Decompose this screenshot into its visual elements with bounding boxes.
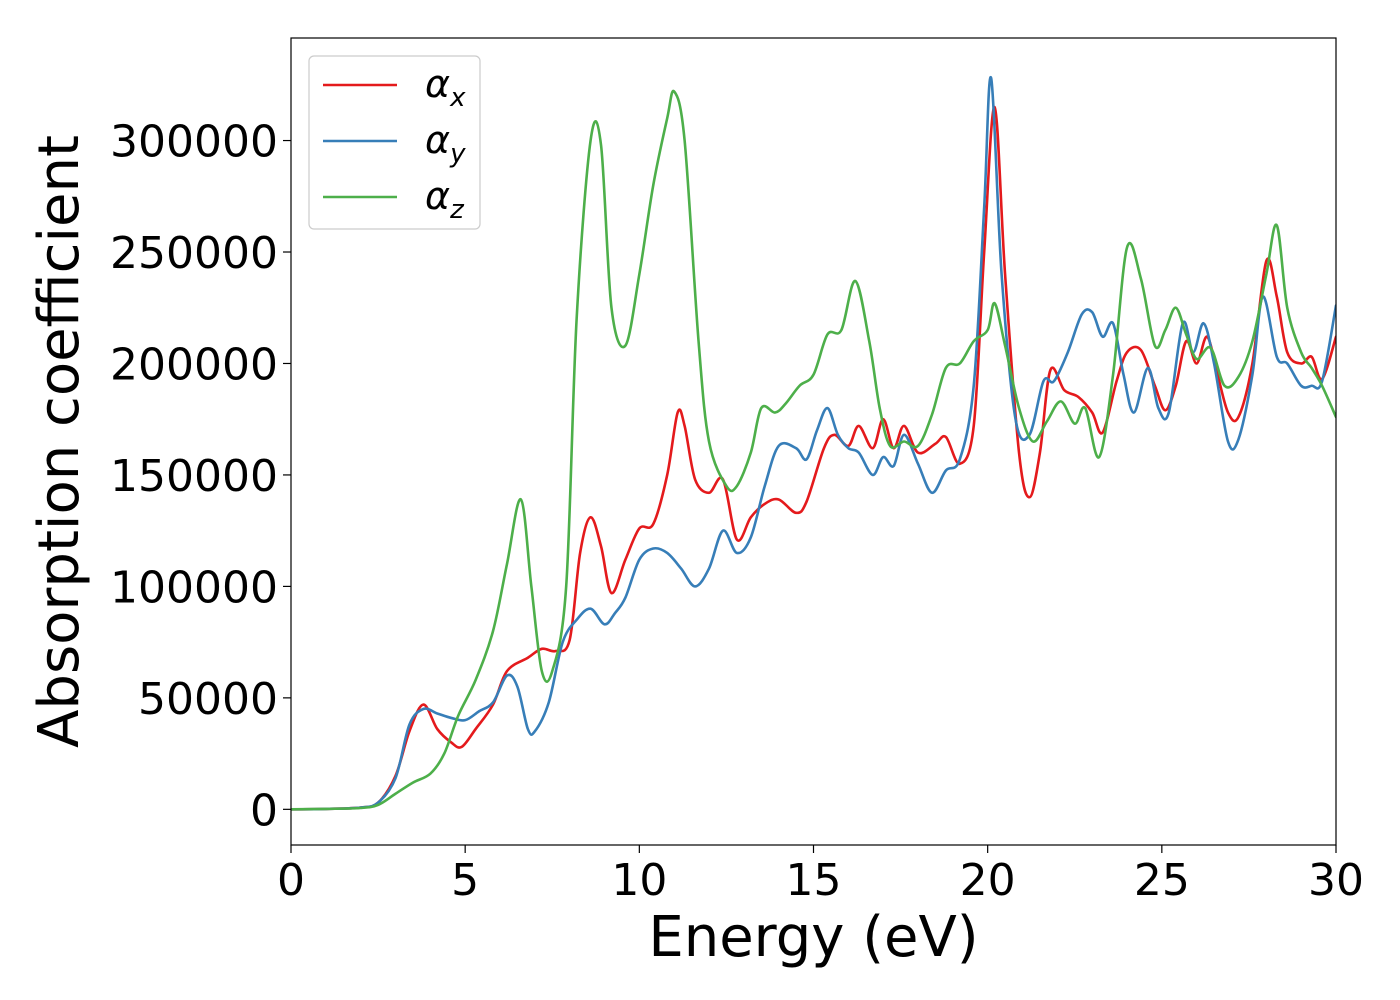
y-tick-label: 100000 [110,562,278,613]
legend-box [308,55,481,230]
y-tick-label: 150000 [110,451,278,502]
y-axis: 0 50000 100000 150000 200000 250000 300000 [110,117,291,836]
x-tick-label: 0 [277,855,305,906]
x-tick-label: 5 [451,855,479,906]
y-tick-label: 200000 [110,339,278,390]
series-line-z [291,89,1336,811]
y-tick-label: 250000 [110,228,278,279]
x-axis: 0 5 10 15 20 25 30 [277,845,1364,906]
y-tick-label: 50000 [138,674,278,725]
y-tick-label: 0 [250,785,278,836]
series-line-y [291,75,1336,811]
x-tick-label: 15 [786,855,842,906]
series-layer [291,75,1336,811]
y-tick-label: 300000 [110,117,278,168]
x-axis-title: Energy (eV) [648,905,978,970]
x-tick-label: 20 [960,855,1016,906]
x-tick-label: 25 [1134,855,1190,906]
y-axis-title: Absorption coefficient [27,135,92,748]
x-tick-label: 30 [1308,855,1364,906]
x-tick-label: 10 [611,855,667,906]
legend-label-z: αz [425,174,465,225]
